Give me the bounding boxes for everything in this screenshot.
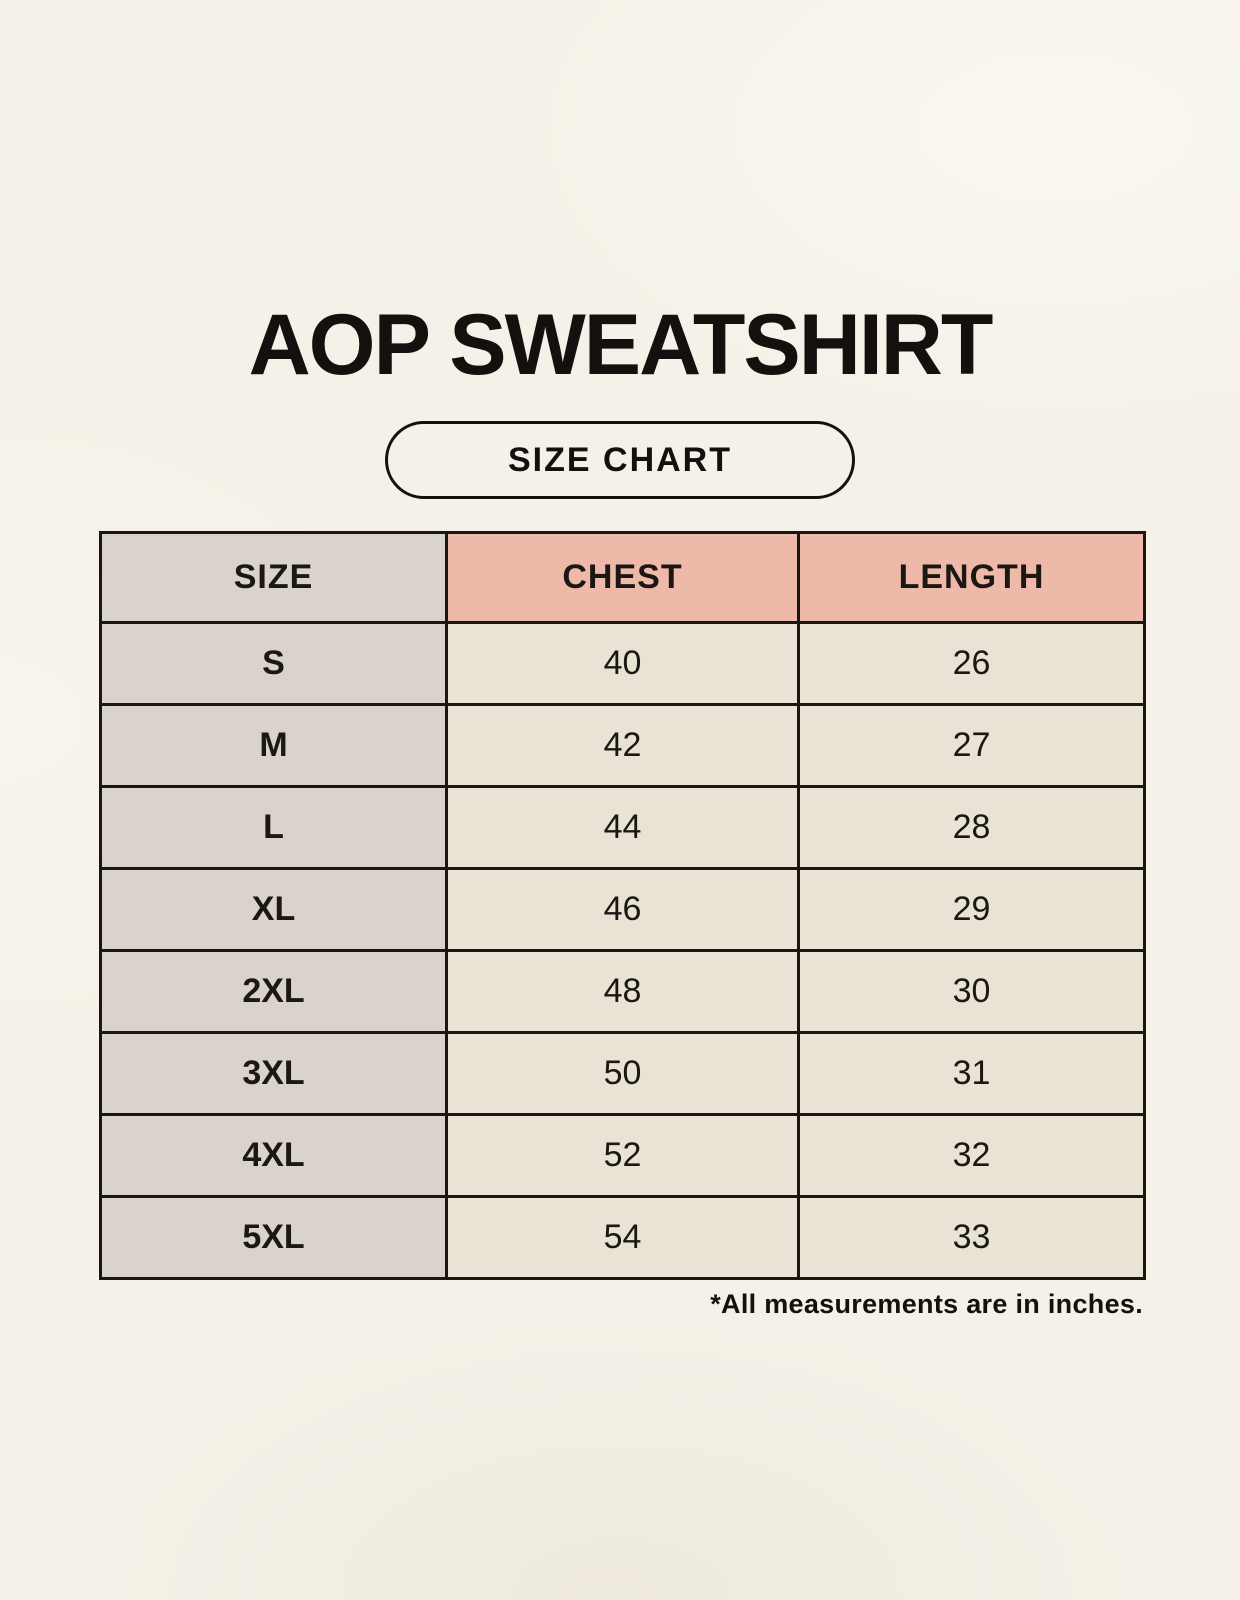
size-chart-badge: SIZE CHART <box>385 421 855 499</box>
chest-cell: 40 <box>445 621 800 706</box>
table-row: 3XL 50 31 <box>99 1031 1146 1116</box>
length-cell: 28 <box>797 785 1146 870</box>
table-row: 5XL 54 33 <box>99 1195 1146 1280</box>
column-header-length: LENGTH <box>797 531 1146 624</box>
size-cell: M <box>99 703 448 788</box>
size-cell: 2XL <box>99 949 448 1034</box>
length-cell: 33 <box>797 1195 1146 1280</box>
size-cell: XL <box>99 867 448 952</box>
length-cell: 30 <box>797 949 1146 1034</box>
table-row: S 40 26 <box>99 621 1146 706</box>
length-cell: 32 <box>797 1113 1146 1198</box>
size-cell: L <box>99 785 448 870</box>
length-cell: 27 <box>797 703 1146 788</box>
measurements-footnote: *All measurements are in inches. <box>710 1289 1143 1319</box>
chest-cell: 50 <box>445 1031 800 1116</box>
length-cell: 31 <box>797 1031 1146 1116</box>
size-cell: 4XL <box>99 1113 448 1198</box>
size-table-container: SIZE CHEST LENGTH S 40 26 M 42 27 L 44 28 XL 46 29 2… <box>99 531 1146 1280</box>
column-header-size: SIZE <box>99 531 448 624</box>
table-row: 4XL 52 32 <box>99 1113 1146 1198</box>
chest-cell: 46 <box>445 867 800 952</box>
size-table-body: S 40 26 M 42 27 L 44 28 XL 46 29 2XL 48 30 3XL 50 31 4XL 52… <box>99 621 1146 1280</box>
length-cell: 26 <box>797 621 1146 706</box>
table-row: M 42 27 <box>99 703 1146 788</box>
size-table: SIZE CHEST LENGTH S 40 26 M 42 27 L 44 28 XL 46 29 2… <box>99 531 1146 1280</box>
page-title: AOP SWEATSHIRT <box>248 297 994 393</box>
table-header-row: SIZE CHEST LENGTH <box>99 531 1146 624</box>
size-cell: 3XL <box>99 1031 448 1116</box>
column-header-chest: CHEST <box>445 531 800 624</box>
chest-cell: 54 <box>445 1195 800 1280</box>
chest-cell: 44 <box>445 785 800 870</box>
chest-cell: 52 <box>445 1113 800 1198</box>
chest-cell: 48 <box>445 949 800 1034</box>
table-row: 2XL 48 30 <box>99 949 1146 1034</box>
chest-cell: 42 <box>445 703 800 788</box>
table-row: L 44 28 <box>99 785 1146 870</box>
size-cell: 5XL <box>99 1195 448 1280</box>
table-row: XL 46 29 <box>99 867 1146 952</box>
size-cell: S <box>99 621 448 706</box>
size-chart-badge-label: SIZE CHART <box>508 440 732 479</box>
length-cell: 29 <box>797 867 1146 952</box>
